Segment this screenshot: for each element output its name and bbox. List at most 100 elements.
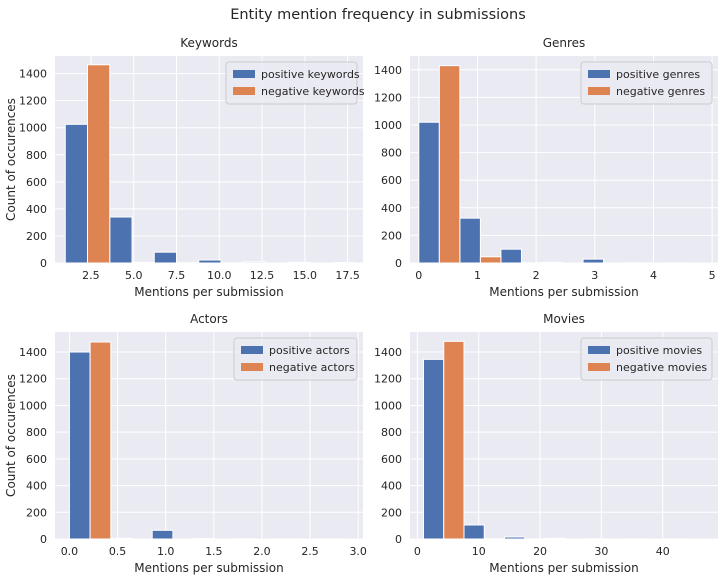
y-tick-label: 1200 — [374, 91, 402, 104]
y-tick-label: 0 — [40, 533, 47, 546]
y-tick-label: 0 — [40, 257, 47, 270]
x-tick-label: 30 — [594, 545, 608, 558]
x-tick-label: 5 — [709, 269, 716, 282]
positive-bar — [463, 524, 485, 540]
x-tick-label: 12.5 — [250, 269, 275, 282]
positive-bar — [287, 261, 311, 264]
y-tick-label: 800 — [26, 149, 47, 162]
chart-keywords: 0 200 400 600 800 1000 1200 1400 2.5 5.0 7.5 10.0 12… — [4, 36, 365, 299]
positive-bar — [418, 121, 440, 264]
chart-title: Movies — [543, 312, 585, 326]
negative-bar — [89, 341, 112, 540]
y-tick-label: 600 — [26, 176, 47, 189]
x-tick-label: 0 — [414, 545, 421, 558]
legend-swatch — [588, 346, 610, 354]
legend-swatch — [233, 70, 255, 78]
positive-bar — [151, 529, 174, 540]
positive-bar — [422, 358, 445, 540]
negative-bar — [479, 256, 502, 264]
legend-label: negative keywords — [261, 85, 365, 98]
y-tick-label: 400 — [26, 480, 47, 493]
x-tick-label: 10 — [472, 545, 486, 558]
y-tick-label: 800 — [381, 147, 402, 160]
y-tick-label: 800 — [26, 426, 47, 439]
x-tick-label: 2.5 — [82, 269, 100, 282]
x-axis-label: Mentions per submission — [489, 561, 638, 575]
x-tick-label: 3 — [591, 269, 598, 282]
y-tick-label: 600 — [26, 453, 47, 466]
x-tick-label: 1.5 — [205, 545, 223, 558]
x-tick-label: 40 — [656, 545, 670, 558]
x-tick-label: 15.0 — [293, 269, 318, 282]
y-tick-label: 0 — [395, 533, 402, 546]
chart-title: Actors — [190, 312, 228, 326]
legend-label: negative genres — [616, 85, 705, 98]
legend-swatch — [241, 346, 263, 354]
chart-title: Keywords — [180, 36, 238, 50]
y-tick-label: 200 — [26, 506, 47, 519]
positive-bar — [500, 248, 522, 264]
legend-label: positive movies — [616, 344, 702, 357]
legend: positive keywords negative keywords — [225, 61, 365, 105]
x-tick-label: 0 — [415, 269, 422, 282]
x-tick-label: 2 — [533, 269, 540, 282]
y-tick-label: 200 — [26, 230, 47, 243]
y-tick-label: 1400 — [19, 68, 47, 81]
negative-bar — [87, 64, 111, 264]
y-tick-label: 1400 — [374, 64, 402, 77]
positive-bar — [64, 123, 89, 264]
y-tick-label: 400 — [381, 202, 402, 215]
positive-bar — [68, 351, 91, 540]
x-axis-label: Mentions per submission — [134, 285, 283, 299]
y-tick-label: 600 — [381, 174, 402, 187]
legend-label: positive keywords — [261, 68, 360, 81]
y-tick-label: 1000 — [374, 399, 402, 412]
positive-bar — [582, 258, 605, 264]
positive-bar — [459, 217, 481, 264]
x-tick-label: 0.5 — [109, 545, 127, 558]
legend: positive actors negative actors — [233, 337, 358, 381]
legend-box — [233, 337, 358, 381]
y-tick-label: 1400 — [374, 346, 402, 359]
y-tick-label: 1000 — [374, 119, 402, 132]
y-tick-label: 200 — [381, 229, 402, 242]
x-tick-label: 2.5 — [301, 545, 319, 558]
y-tick-label: 1200 — [19, 373, 47, 386]
positive-bar — [503, 536, 526, 540]
positive-bar — [109, 216, 133, 264]
y-tick-label: 800 — [381, 426, 402, 439]
x-axis-label: Mentions per submission — [489, 285, 638, 299]
y-tick-label: 200 — [381, 506, 402, 519]
x-tick-label: 5.0 — [125, 269, 143, 282]
positive-bar — [541, 261, 564, 264]
y-tick-label: 1000 — [19, 122, 47, 135]
positive-bar — [153, 251, 177, 264]
x-tick-label: 1 — [474, 269, 481, 282]
positive-bar — [242, 261, 266, 264]
y-axis-label: Count of occurences — [4, 98, 18, 221]
chart-actors: 0 200 400 600 800 1000 1200 1400 0.0 0.5 1.0 1.5 2.0… — [4, 312, 367, 575]
negative-bar — [131, 261, 155, 264]
x-tick-label: 20 — [533, 545, 547, 558]
legend-label: positive genres — [616, 68, 700, 81]
y-tick-label: 400 — [26, 203, 47, 216]
legend: positive genres negative genres — [580, 61, 713, 105]
x-tick-label: 3.0 — [349, 545, 367, 558]
x-tick-label: 17.5 — [335, 269, 360, 282]
legend-swatch — [241, 363, 263, 371]
y-tick-label: 1000 — [19, 399, 47, 412]
legend-swatch — [233, 87, 255, 95]
chart-genres: 0 200 400 600 800 1000 1200 1400 0 1 2 3 4 5 Genres Men… — [374, 36, 718, 299]
x-tick-label: 2.0 — [253, 545, 271, 558]
x-tick-label: 0.0 — [61, 545, 79, 558]
legend-box — [580, 61, 713, 105]
y-tick-label: 1400 — [19, 346, 47, 359]
legend-label: negative movies — [616, 361, 707, 374]
legend-box — [225, 61, 358, 105]
positive-bar — [198, 259, 222, 264]
y-tick-label: 400 — [381, 480, 402, 493]
legend: positive movies negative movies — [580, 337, 713, 381]
x-tick-label: 10.0 — [207, 269, 232, 282]
x-tick-label: 4 — [650, 269, 657, 282]
